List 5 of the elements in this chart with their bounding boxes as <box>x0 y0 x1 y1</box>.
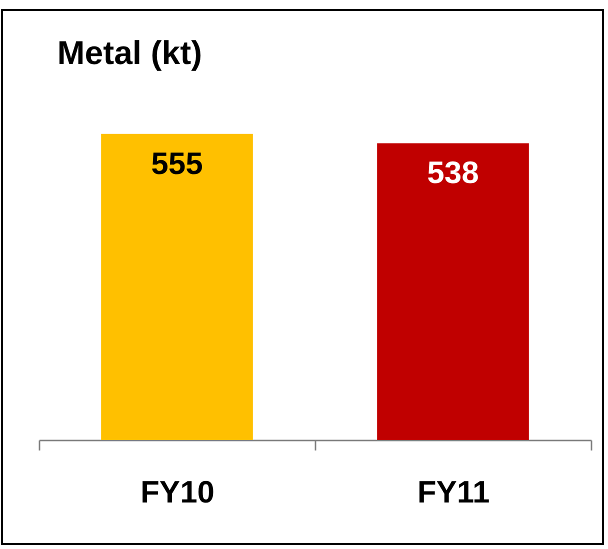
x-tick-label: FY11 <box>417 474 490 510</box>
chart-title: Metal (kt) <box>57 34 202 71</box>
x-tick-label: FY10 <box>140 474 215 510</box>
data-label: 555 <box>151 146 203 181</box>
data-label: 538 <box>427 155 479 190</box>
